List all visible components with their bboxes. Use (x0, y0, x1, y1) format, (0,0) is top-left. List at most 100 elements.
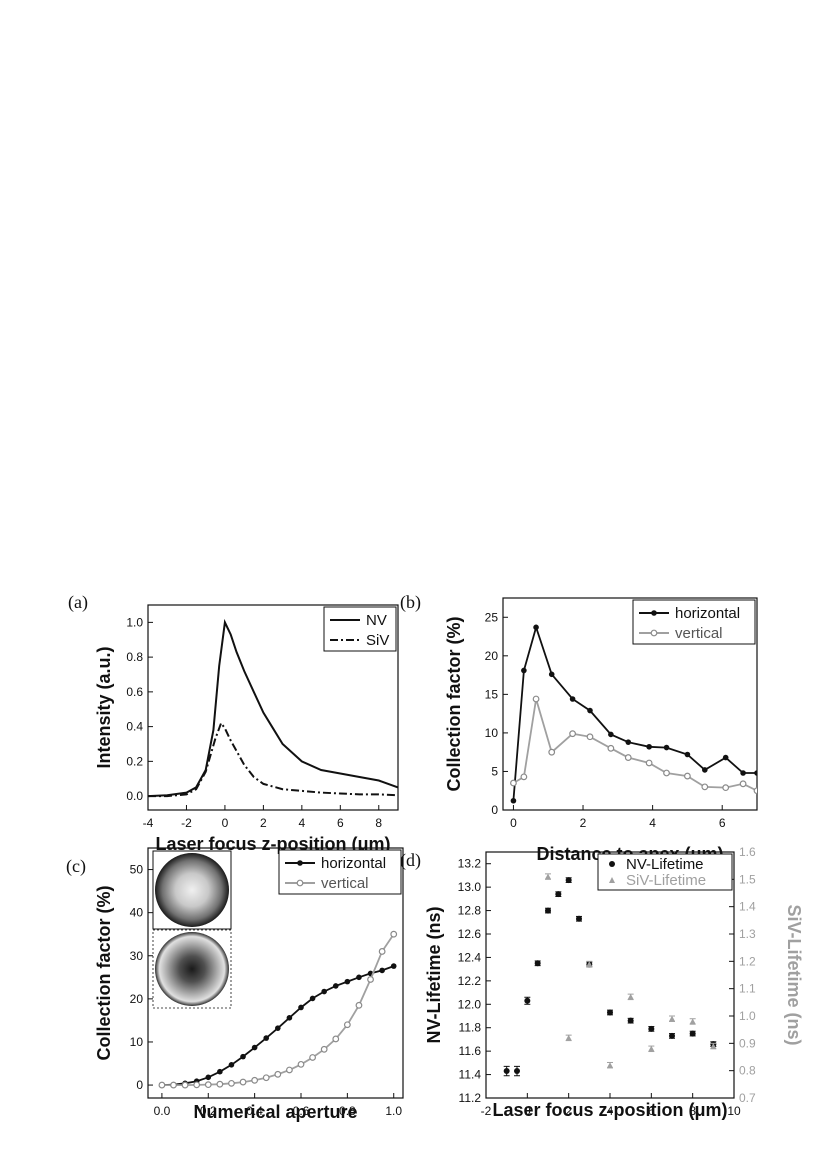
data-point-horizontal (356, 974, 362, 981)
y2-tick-label: 1.3 (739, 927, 756, 941)
y2-tick-label: 1.0 (739, 1009, 756, 1023)
y-tick-label: 40 (130, 906, 144, 920)
y-tick-label: 0.0 (126, 789, 143, 803)
y-tick-label: 12.0 (458, 997, 482, 1011)
legend-box (597, 853, 733, 891)
y-tick-label: 0.4 (126, 720, 143, 734)
y-tick-label: 20 (130, 992, 144, 1006)
x-tick-label: 6 (337, 816, 344, 830)
legend-label: vertical (321, 875, 369, 892)
data-point-horizontal (533, 624, 539, 631)
data-point-nv-lifetime (555, 891, 562, 898)
panel-c: (c) 0.0 0.2 0.4 0.6 0.8 1.0 0 10 20 30 40 50 Numerica… (66, 847, 404, 1122)
data-point-vertical (251, 1076, 259, 1084)
data-point-vertical (378, 948, 386, 955)
data-point-vertical (753, 787, 757, 795)
legend-marker-nv (609, 861, 615, 867)
x-tick-label: 4 (649, 816, 656, 830)
panel-d: (d) -2 0 2 4 6 8 10 11.2 11.4 11.6 11.8 12.0 12.2 12.4… (400, 845, 804, 1120)
y2-tick-label: 0.8 (739, 1064, 756, 1078)
x-axis-title: Numerical aperture (193, 1102, 357, 1122)
legend-box (323, 606, 397, 652)
data-point-vertical (367, 976, 374, 983)
x-tick-label: 0 (222, 816, 229, 830)
data-point-vertical (390, 930, 398, 938)
x-tick-label: 8 (689, 1104, 696, 1118)
data-point-horizontal (275, 1025, 281, 1031)
data-point-vertical (684, 772, 691, 780)
y-tick-label: 30 (130, 949, 144, 963)
y-tick-label: 10 (130, 1035, 144, 1049)
y2-tick-label: 1.2 (739, 954, 756, 968)
series-line-nv (148, 618, 398, 798)
data-point-nv-lifetime (514, 1068, 520, 1075)
x-tick-label: 6 (648, 1104, 655, 1118)
data-point-vertical (239, 1078, 247, 1086)
data-point-horizontal (684, 751, 691, 758)
x-tick-label: 0.4 (246, 1104, 263, 1118)
x-tick-label: 4 (607, 1104, 614, 1118)
panel-label: (a) (68, 592, 88, 613)
data-point-siv-lifetime (627, 993, 634, 1000)
y2-axis-title: SiV-Lifetime (ns) (784, 904, 804, 1045)
data-point-vertical (216, 1080, 224, 1088)
panel-label: (d) (400, 850, 421, 871)
y-tick-label: 0 (491, 803, 498, 817)
y-tick-label: 25 (485, 610, 499, 624)
x-tick-label: 0 (524, 1104, 531, 1118)
y-tick-label: 13.0 (458, 880, 482, 894)
y-tick-label: 11.4 (459, 1068, 482, 1082)
legend-label: SiV (366, 632, 389, 649)
data-point-horizontal (521, 667, 527, 674)
x-tick-label: 8 (375, 816, 382, 830)
data-point-nv-lifetime (669, 1032, 675, 1039)
series-line-siv (148, 721, 398, 798)
data-point-horizontal (332, 983, 339, 989)
plot-frame (147, 604, 399, 811)
data-point-vertical (158, 1081, 166, 1089)
y-tick-label: 0.2 (126, 754, 143, 768)
x-tick-label: 0 (510, 816, 517, 830)
data-point-vertical (228, 1079, 235, 1087)
data-point-horizontal (309, 995, 316, 1002)
panel-label: (b) (400, 592, 421, 613)
x-tick-label: -2 (181, 816, 192, 830)
x-tick-label: 0.8 (339, 1104, 356, 1118)
data-point-horizontal (663, 744, 670, 751)
data-point-vertical (274, 1070, 282, 1078)
legend-label: NV-Lifetime (626, 856, 704, 873)
data-point-vertical (204, 1081, 212, 1089)
data-point-vertical (624, 754, 632, 761)
x-axis-title: Laser focus z-position (μm) (155, 834, 390, 854)
data-point-vertical (309, 1054, 316, 1061)
legend-marker (297, 860, 303, 866)
data-point-nv-lifetime (607, 1009, 613, 1016)
legend-label: horizontal (321, 855, 386, 872)
data-point-vertical (193, 1081, 201, 1089)
data-point-nv-lifetime (545, 907, 551, 914)
data-point-horizontal (298, 1004, 304, 1011)
data-point-horizontal (240, 1053, 246, 1060)
data-point-nv-lifetime (565, 877, 572, 884)
data-point-horizontal (286, 1015, 293, 1021)
data-point-siv-lifetime (648, 1045, 655, 1052)
plot-frame (147, 847, 404, 1099)
data-point-vertical (607, 744, 615, 752)
y2-tick-label: 1.6 (739, 845, 756, 859)
data-point-horizontal (379, 967, 385, 974)
y-tick-label: 12.4 (458, 950, 482, 964)
data-point-horizontal (510, 797, 517, 804)
data-point-siv-lifetime (545, 873, 551, 880)
legend-label: NV (366, 612, 387, 629)
x-tick-label: 2 (580, 816, 587, 830)
data-point-nv-lifetime (503, 1068, 510, 1075)
data-point-vertical (262, 1074, 270, 1082)
data-point-horizontal (548, 671, 555, 678)
data-point-vertical (320, 1045, 328, 1053)
panel-a: (a) -4 -2 0 2 4 6 8 0.0 0.2 0.4 0.6 0.8 1.0 Laser focu… (68, 592, 399, 854)
y2-tick-label: 1.5 (739, 872, 756, 886)
data-point-vertical (701, 783, 709, 791)
y-axis-title: Collection factor (%) (444, 616, 464, 791)
